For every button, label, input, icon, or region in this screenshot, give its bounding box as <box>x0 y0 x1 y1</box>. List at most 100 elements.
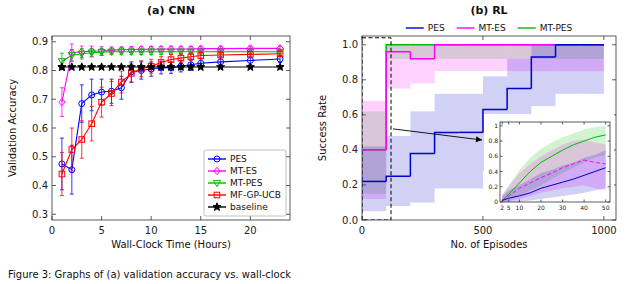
data-point <box>99 99 105 105</box>
step-segment <box>483 44 507 46</box>
legend-label: MT-ES <box>230 166 257 176</box>
x-tick-label: 0 <box>359 225 365 236</box>
data-point <box>178 55 184 61</box>
data-point <box>108 63 116 71</box>
data-point <box>69 147 75 153</box>
data-point <box>128 49 135 55</box>
error-bar <box>90 106 94 141</box>
step-segment <box>459 44 483 46</box>
error-bar <box>70 128 74 171</box>
step-segment <box>483 44 507 46</box>
x-tick-label: 40 <box>580 204 588 211</box>
step-segment <box>362 149 386 151</box>
legend-background <box>204 150 286 216</box>
step-segment <box>386 45 410 150</box>
step-segment <box>531 57 555 89</box>
series-line <box>502 135 606 201</box>
error-bar <box>110 81 114 105</box>
y-tick-label: 0.4 <box>342 144 358 155</box>
error-bar <box>199 52 203 59</box>
axes: 050010000.00.20.40.60.81.0(b) RLNo. of E… <box>317 4 617 250</box>
y-tick-label: 0.0 <box>342 215 358 226</box>
step-segment <box>362 149 386 151</box>
legend-swatch <box>518 27 536 28</box>
x-tick-label: 20 <box>537 204 545 211</box>
data-point <box>137 63 145 71</box>
y-axis-label: Success Rate <box>317 95 328 161</box>
x-tick-label: 10 <box>145 225 158 236</box>
inset-background <box>484 114 614 214</box>
y-tick-label: 0.4 <box>32 180 48 191</box>
band <box>603 45 604 94</box>
y-tick <box>52 41 290 42</box>
legend-marker <box>213 180 220 186</box>
error-bar <box>60 152 64 195</box>
caption: Figure 3: Graphs of (a) validation accur… <box>8 269 291 280</box>
step-segment <box>435 45 459 59</box>
data-point <box>248 52 254 58</box>
step-segment <box>580 44 604 46</box>
data-point <box>198 53 204 59</box>
data-point <box>68 53 75 59</box>
plot-frame <box>362 36 616 220</box>
data-point <box>117 63 125 71</box>
legend-label: MT-PES <box>230 178 263 188</box>
error-bar <box>179 54 183 63</box>
legend-marker <box>213 203 221 211</box>
band <box>483 45 507 71</box>
y-axis-label: Validation Accuracy <box>7 79 18 177</box>
figure: 051015200.30.40.50.60.70.80.9(a) CNNWall… <box>0 0 628 284</box>
y-tick-label: 1 <box>494 122 498 129</box>
legend-label: MF-GP-UCB <box>230 190 281 200</box>
band <box>435 45 459 71</box>
band <box>502 126 606 202</box>
y-tick-label: 0 <box>494 198 498 205</box>
title: (a) CNN <box>147 4 195 17</box>
step-segment <box>507 44 531 46</box>
zoom-arrow <box>393 129 482 140</box>
error-bar <box>119 71 123 93</box>
step-segment <box>386 52 410 150</box>
data-point <box>78 51 85 57</box>
data-point <box>98 63 106 71</box>
legend-label: baseline <box>230 202 268 212</box>
y-tick-label: 0.2 <box>342 179 358 190</box>
data-point <box>79 137 85 143</box>
band <box>580 45 604 94</box>
legend-marker <box>214 167 220 174</box>
step-segment <box>410 52 434 59</box>
series-line <box>502 168 606 201</box>
step-segment <box>507 44 531 46</box>
data-point <box>89 121 95 127</box>
step-segment <box>580 44 604 46</box>
data-point <box>98 50 105 56</box>
step-segment <box>531 44 555 46</box>
error-bar <box>100 87 104 117</box>
data-point <box>79 101 85 107</box>
plot-area <box>58 44 284 196</box>
axes: 051015200.30.40.50.60.70.80.9(a) CNNWall… <box>7 4 290 250</box>
data-point <box>246 63 254 71</box>
data-point <box>59 99 65 106</box>
error-bar <box>60 88 64 117</box>
band <box>386 136 410 206</box>
x-tick-label: 50 <box>602 204 610 211</box>
band <box>459 45 483 71</box>
legend-label: PES <box>428 23 445 33</box>
y-tick-label: 0.5 <box>32 151 48 162</box>
x-tick <box>502 122 503 202</box>
band <box>556 45 580 94</box>
error-bar <box>219 52 223 58</box>
data-point <box>58 63 66 71</box>
step-segment <box>531 44 555 46</box>
band <box>410 111 434 202</box>
y-tick <box>500 125 610 126</box>
data-point <box>127 63 135 71</box>
band <box>362 146 386 211</box>
x-axis-label: No. of Episodes <box>450 239 527 250</box>
error-bar <box>278 51 282 57</box>
data-point <box>276 63 284 71</box>
y-tick-label: 0.7 <box>32 94 48 105</box>
data-point <box>218 52 224 58</box>
data-point <box>58 63 66 71</box>
